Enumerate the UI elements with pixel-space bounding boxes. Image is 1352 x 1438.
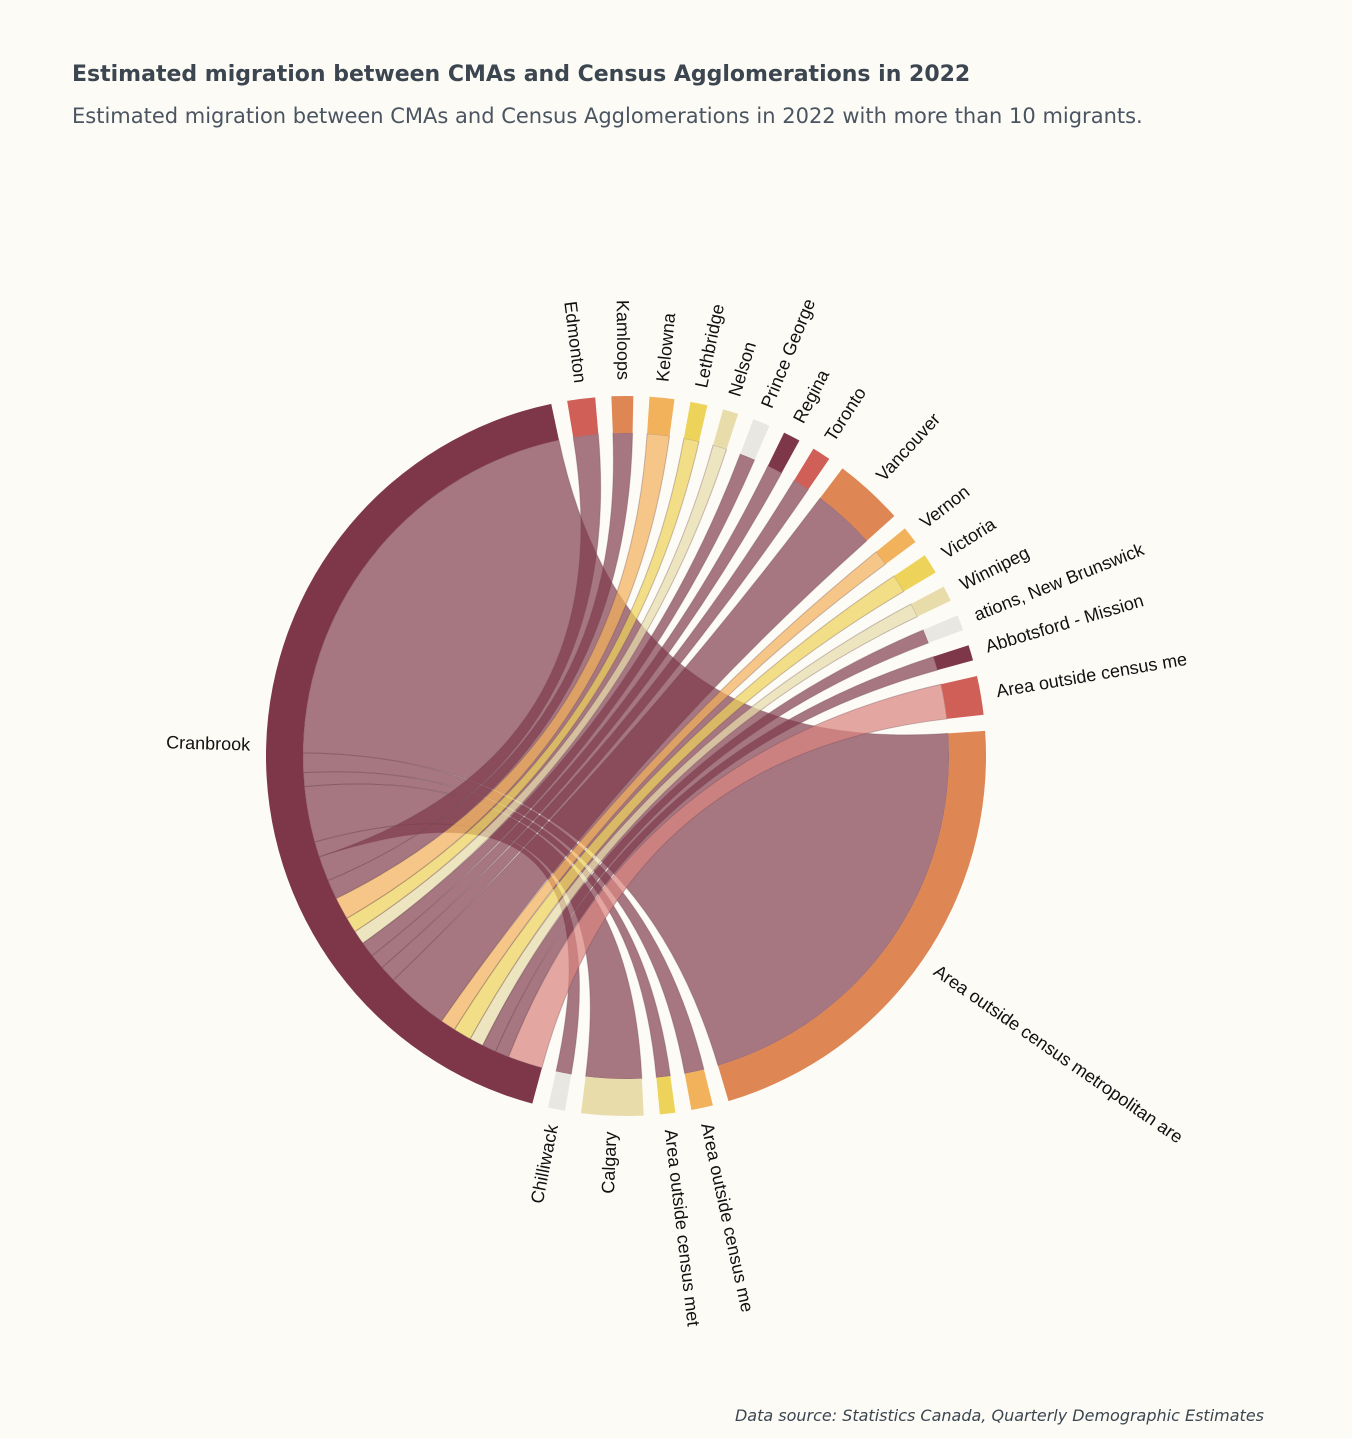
node-arc-calgary[interactable]	[581, 1076, 644, 1116]
ribbon-layer	[302, 432, 950, 1080]
node-label-regina: Regina	[789, 366, 833, 427]
data-source-note: Data source: Statistics Canada, Quarterl…	[734, 1406, 1264, 1425]
node-label-nelson: Nelson	[725, 339, 760, 398]
node-label-lethbridge: Lethbridge	[691, 302, 728, 389]
node-label-area-outside-census-metropolitan-areas-3-: Area outside census met	[661, 1128, 704, 1327]
node-arc-chilliwack[interactable]	[548, 1071, 572, 1111]
node-arc-winnipeg[interactable]	[911, 586, 951, 617]
node-label-chilliwack: Chilliwack	[527, 1122, 562, 1205]
ribbon-area-outside-census-metropolitan-areas-4-	[507, 683, 948, 1069]
node-arc-kamloops[interactable]	[611, 396, 634, 434]
node-label-vernon: Vernon	[916, 481, 973, 532]
node-arc-prince-george[interactable]	[740, 419, 770, 460]
node-label-area-outside-census-metropolitan-areas: Area outside census metropolitan are	[930, 961, 1186, 1147]
node-label-kamloops: Kamloops	[613, 300, 634, 380]
arc-layer	[266, 396, 986, 1116]
node-arc-victoria[interactable]	[894, 555, 936, 592]
node-arc-toronto[interactable]	[794, 448, 830, 490]
node-arc-area-outside-census-metropolitan-areas[interactable]	[717, 730, 986, 1102]
node-label-toronto: Toronto	[821, 384, 870, 445]
node-label-cranbrook: Cranbrook	[166, 732, 252, 754]
node-arc-nelson[interactable]	[713, 409, 739, 450]
chart-subtitle: Estimated migration between CMAs and Cen…	[72, 104, 1143, 128]
node-arc-area-outside-census-metropolitan-areas-4-[interactable]	[940, 676, 984, 719]
node-arc-vancouver[interactable]	[820, 468, 895, 541]
node-label-area-outside-census-metropolitan-areas-2-: Area outside census me	[697, 1121, 757, 1314]
node-arc-edmonton[interactable]	[567, 397, 599, 438]
node-label-calgary: Calgary	[598, 1131, 620, 1194]
node-label-victoria: Victoria	[938, 513, 1000, 562]
node-arc-area-outside-census-metropolitan-areas-new-brunswick[interactable]	[923, 615, 964, 643]
chart-title: Estimated migration between CMAs and Cen…	[72, 62, 971, 87]
node-arc-area-outside-census-metropolitan-areas-3-[interactable]	[656, 1075, 676, 1115]
node-arc-lethbridge[interactable]	[683, 401, 708, 442]
node-arc-regina[interactable]	[767, 432, 800, 473]
node-label-kelowna: Kelowna	[652, 311, 679, 383]
node-label-edmonton: Edmonton	[560, 300, 590, 384]
node-label-area-outside-census-metropolitan-areas-4-: Area outside census me	[995, 649, 1189, 701]
node-arc-vernon[interactable]	[876, 528, 916, 564]
node-label-vancouver: Vancouver	[872, 409, 944, 485]
node-arc-abbotsford-mission[interactable]	[933, 645, 974, 671]
node-arc-kelowna[interactable]	[647, 396, 675, 436]
node-arc-cranbrook[interactable]	[266, 403, 559, 1104]
node-arc-area-outside-census-metropolitan-areas-2-[interactable]	[684, 1069, 713, 1111]
